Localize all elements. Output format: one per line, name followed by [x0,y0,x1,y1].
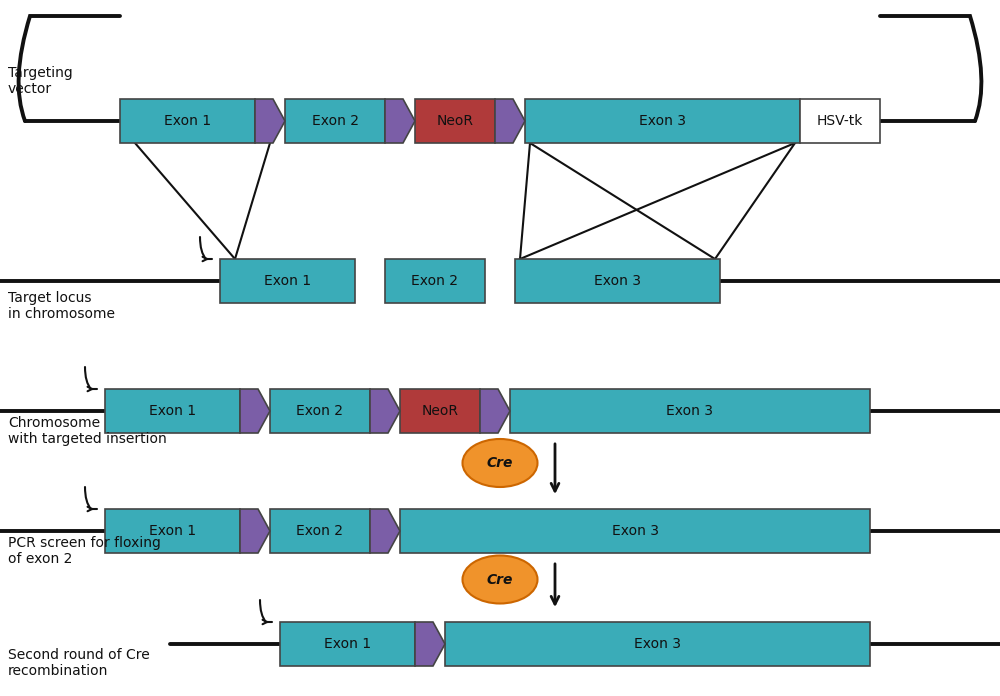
Ellipse shape [462,439,538,487]
Text: Exon 3: Exon 3 [666,404,714,418]
Polygon shape [385,99,415,143]
Polygon shape [495,99,525,143]
Bar [105,509,240,553]
Text: Exon 3: Exon 3 [612,524,658,538]
Bar [800,99,880,143]
Text: Exon 2: Exon 2 [312,114,358,128]
Text: NeoR: NeoR [437,114,474,128]
Text: Exon 2: Exon 2 [296,524,344,538]
Bar [220,259,355,303]
Text: Exon 2: Exon 2 [412,274,458,288]
Text: Exon 1: Exon 1 [149,404,196,418]
Polygon shape [240,389,270,433]
Text: Exon 3: Exon 3 [639,114,686,128]
Text: PCR screen for floxing
of exon 2: PCR screen for floxing of exon 2 [8,536,161,567]
Bar [105,389,240,433]
Text: Chromosome
with targeted insertion: Chromosome with targeted insertion [8,416,167,446]
Bar [270,509,370,553]
Text: Exon 1: Exon 1 [264,274,311,288]
Text: NeoR: NeoR [422,404,459,418]
Bar [400,509,870,553]
Polygon shape [240,509,270,553]
Polygon shape [370,389,400,433]
Bar [445,622,870,666]
Bar [270,389,370,433]
Bar [510,389,870,433]
Text: Target locus
in chromosome: Target locus in chromosome [8,291,115,321]
Text: Exon 3: Exon 3 [634,637,681,651]
Polygon shape [480,389,510,433]
Bar [515,259,720,303]
Ellipse shape [462,555,538,603]
Text: Exon 2: Exon 2 [296,404,344,418]
Bar [385,259,485,303]
Text: Exon 1: Exon 1 [324,637,371,651]
Text: Exon 1: Exon 1 [149,524,196,538]
Text: Targeting
vector: Targeting vector [8,66,73,96]
Bar [400,389,480,433]
Bar [525,99,800,143]
Bar [415,99,495,143]
Bar [285,99,385,143]
Text: Exon 1: Exon 1 [164,114,211,128]
Text: HSV-tk: HSV-tk [817,114,863,128]
Polygon shape [255,99,285,143]
Bar [280,622,415,666]
Text: Second round of Cre
recombination: Second round of Cre recombination [8,648,150,678]
Bar [120,99,255,143]
Text: Exon 3: Exon 3 [594,274,641,288]
Polygon shape [370,509,400,553]
Text: Cre: Cre [487,573,513,587]
Text: Cre: Cre [487,456,513,470]
Polygon shape [415,622,445,666]
